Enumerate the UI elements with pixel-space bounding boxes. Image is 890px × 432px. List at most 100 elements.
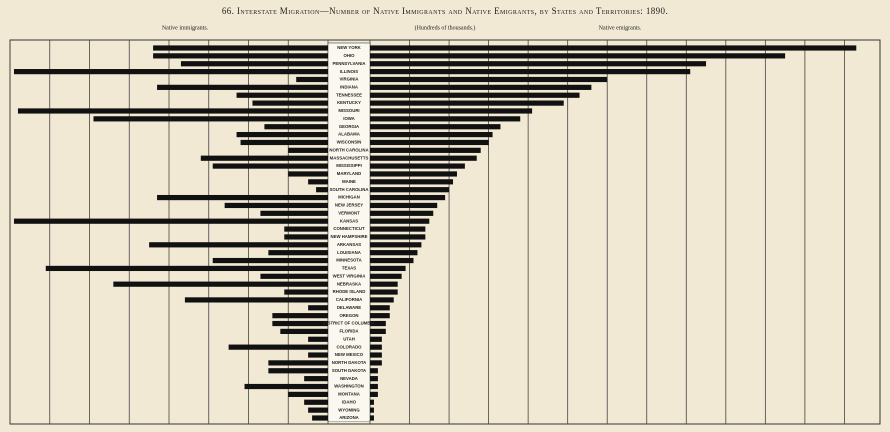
bar	[260, 273, 328, 279]
label-bg	[329, 210, 369, 217]
right-header: Native emigrants.	[599, 25, 642, 31]
label-bg	[329, 399, 369, 406]
category-label: NEW YORK	[337, 45, 361, 50]
label-bg	[329, 218, 369, 225]
bar	[370, 76, 608, 83]
label-bg	[329, 123, 369, 130]
bar	[370, 297, 394, 303]
bar	[370, 399, 374, 405]
label-bg	[329, 131, 369, 138]
label-bg	[329, 265, 369, 272]
label-bg	[329, 100, 369, 107]
label-bg	[329, 202, 369, 209]
bar	[370, 368, 378, 374]
category-label: MISSOURI	[338, 108, 359, 113]
category-label: CONNECTICUT	[333, 226, 365, 231]
category-label: NEBRASKA	[337, 281, 361, 286]
bar	[370, 257, 414, 264]
bar	[370, 313, 390, 319]
bar	[113, 281, 328, 287]
bar	[370, 61, 707, 67]
label-bg	[329, 320, 369, 327]
bar	[304, 399, 328, 405]
category-label: SOUTH DAKOTA	[332, 368, 366, 373]
label-bg	[329, 226, 369, 233]
category-label: MASSACHUSETTS	[330, 155, 369, 160]
bar	[272, 320, 328, 327]
bar	[157, 194, 328, 201]
category-label: NEVADA	[340, 376, 358, 381]
bar	[244, 383, 328, 390]
label-bg	[329, 115, 369, 122]
bar	[93, 116, 328, 122]
category-label: DISTRICT OF COLUMBIA	[323, 321, 374, 326]
bar	[264, 124, 328, 130]
label-bg	[329, 328, 369, 335]
category-label: MICHIGAN	[338, 195, 360, 200]
category-label: NORTH DAKOTA	[332, 360, 367, 365]
bar	[180, 61, 328, 67]
category-label: NEW JERSEY	[335, 203, 363, 208]
bar	[13, 218, 328, 224]
bar	[153, 53, 328, 59]
bar	[184, 297, 328, 303]
label-bg	[329, 304, 369, 311]
label-bg	[329, 407, 369, 414]
category-label: VERMONT	[338, 210, 360, 215]
label-bg	[329, 155, 369, 162]
label-bg	[329, 60, 369, 67]
label-bg	[329, 281, 369, 288]
bar	[284, 289, 328, 295]
category-label: OREGON	[339, 313, 358, 318]
bar	[370, 194, 446, 201]
bar	[17, 108, 328, 114]
label-bg	[329, 84, 369, 91]
label-bg	[329, 52, 369, 59]
left-header: Native immigrants.	[162, 25, 209, 31]
bar	[304, 376, 328, 382]
label-bg	[329, 352, 369, 359]
bar	[370, 234, 426, 240]
bar	[370, 265, 406, 272]
label-bg	[329, 233, 369, 240]
bar	[272, 313, 328, 319]
category-label: PENNSYLVANIA	[332, 61, 365, 66]
bar	[370, 360, 382, 366]
bar	[252, 100, 328, 106]
bar	[370, 289, 398, 295]
bar	[316, 187, 328, 193]
bar	[370, 344, 382, 350]
bar	[370, 336, 382, 342]
bar	[308, 305, 328, 311]
label-bg	[329, 186, 369, 193]
bar	[236, 131, 328, 138]
bar	[228, 344, 328, 350]
label-bg	[329, 107, 369, 114]
unit-label: (Hundreds of thousands.)	[415, 24, 476, 31]
bar	[240, 139, 328, 146]
label-bg	[329, 257, 369, 264]
category-label: CALIFORNIA	[336, 297, 363, 302]
bar	[212, 257, 328, 264]
label-bg	[329, 170, 369, 177]
category-label: MARYLAND	[337, 171, 361, 176]
label-bg	[329, 147, 369, 154]
label-bg	[329, 178, 369, 185]
category-label: IOWA	[343, 116, 354, 121]
bar	[370, 108, 533, 114]
category-label: MAINE	[342, 179, 356, 184]
category-label: DELAWARE	[337, 305, 361, 310]
label-bg	[329, 45, 369, 51]
bar	[370, 273, 402, 279]
bar	[280, 328, 328, 335]
bar	[268, 360, 328, 366]
bar	[260, 210, 328, 216]
category-label: ALABAMA	[338, 132, 360, 137]
bar	[370, 202, 438, 209]
category-label: FLORIDA	[339, 329, 358, 334]
label-bg	[329, 344, 369, 351]
bar	[370, 139, 489, 146]
bar	[312, 415, 328, 421]
category-label: ARIZONA	[339, 415, 359, 420]
category-label: ILLINOIS	[340, 69, 358, 74]
